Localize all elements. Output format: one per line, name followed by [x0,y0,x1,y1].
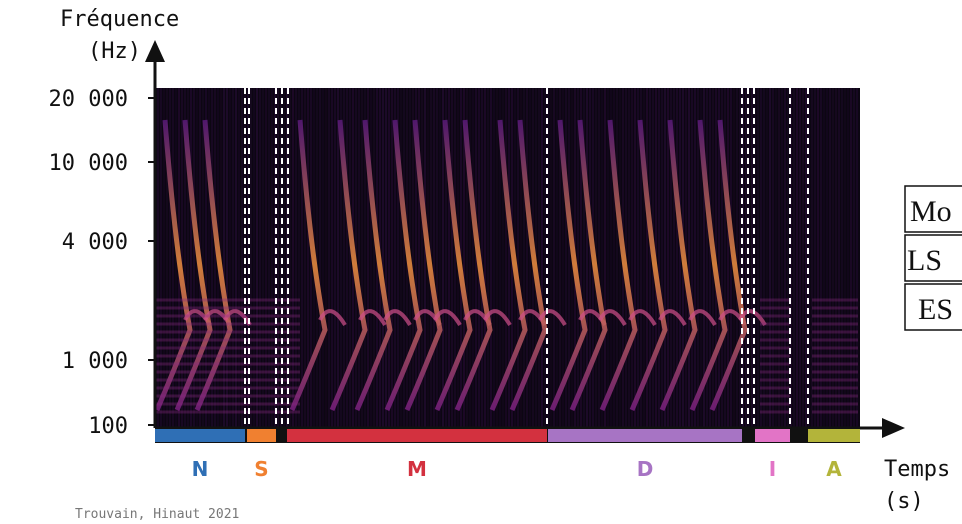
y-tick-label: 100 [88,414,128,439]
y-tick-label: 10 000 [49,151,128,176]
segment-label: A [826,457,842,481]
y-tick-label: 1 000 [62,349,128,374]
segment-label: N [192,457,209,481]
table: Mo LS ES [904,185,962,331]
y-axis-arrow [145,40,165,62]
syllable-harmonic [383,309,412,327]
segment-bar [247,429,276,442]
syllable-harmonic [433,309,462,327]
credit: Trouvain, Hinaut 2021 [75,507,239,522]
table-row: ES [918,293,953,326]
y-tick-label: 20 000 [49,87,128,112]
syllable-harmonic [628,309,657,327]
segment-label: M [407,457,427,481]
table-cell [904,185,962,233]
syllable-harmonic [688,309,717,327]
table-cell [904,234,962,282]
segment-label: S [254,457,268,481]
syllable-harmonic [538,309,567,327]
table-row: Mo [910,195,952,228]
syllable-harmonic [738,309,767,327]
segment-label: I [769,457,776,481]
segment-bar [808,429,860,442]
table-cell [904,283,962,331]
segment-bar [755,429,790,442]
segment-label: D [637,457,654,481]
y-axis-unit: (Hz) [88,39,141,64]
segment-bar [155,429,245,442]
y-tick-label: 4 000 [62,230,128,255]
x-axis-label: Temps [884,457,950,482]
syllable-harmonic [598,309,627,327]
x-axis-arrow [882,418,905,438]
syllable-harmonic [318,309,347,327]
syllable-harmonic [223,309,252,327]
table-row: LS [907,244,942,277]
syllable-harmonic [658,309,687,327]
spectrogram-texture [155,88,858,428]
syllable-harmonic [358,309,387,327]
segment-bar [287,429,547,442]
syllable-harmonic [483,309,512,327]
y-axis-label: Fréquence [60,7,179,32]
x-axis-unit: (s) [884,489,924,514]
segment-bar [548,429,742,442]
